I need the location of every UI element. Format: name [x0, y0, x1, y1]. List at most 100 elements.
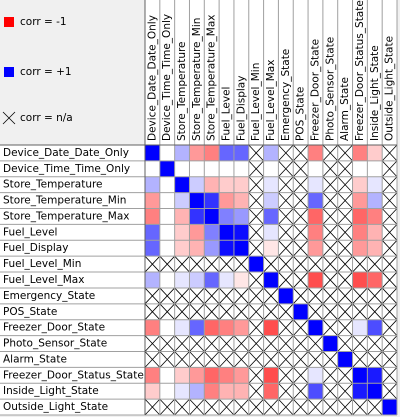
- legend-na-icon: [2, 111, 16, 125]
- column-label: Fuel_Level: [221, 87, 233, 141]
- na-cross: [322, 303, 338, 320]
- cell: [189, 272, 205, 288]
- na-cross: [307, 303, 324, 320]
- na-cross: [367, 255, 383, 273]
- na-cross: [337, 382, 353, 400]
- column-label: Outside_Light_State: [384, 36, 396, 141]
- cell: [145, 240, 160, 257]
- na-cross: [381, 367, 398, 384]
- cell: [233, 176, 249, 193]
- na-cross: [292, 287, 309, 305]
- na-cross: [322, 271, 338, 289]
- row-label: Device_Time_Time_Only: [3, 163, 130, 175]
- na-cross: [381, 224, 398, 241]
- na-cross: [278, 160, 294, 178]
- na-cross: [159, 287, 175, 305]
- na-cross: [337, 335, 353, 352]
- na-cross: [337, 176, 353, 193]
- cell: [174, 192, 190, 209]
- row-label: Photo_Sensor_State: [3, 338, 107, 350]
- na-cross: [144, 335, 161, 352]
- na-cross: [381, 176, 398, 193]
- cell: [189, 160, 205, 177]
- cell: [189, 176, 205, 193]
- cell: [308, 240, 323, 257]
- cell: [367, 319, 383, 336]
- cell: [204, 240, 220, 257]
- na-cross: [248, 240, 264, 257]
- cell: [308, 192, 323, 209]
- na-cross: [322, 287, 338, 305]
- na-cross: [322, 382, 338, 400]
- na-cross: [292, 382, 309, 400]
- cell: [308, 383, 323, 400]
- na-cross: [204, 303, 220, 320]
- cell: [367, 240, 383, 257]
- cell: [352, 383, 368, 400]
- na-cross: [381, 335, 398, 352]
- na-cross: [233, 255, 250, 273]
- row-label: Freezer_Door_Status_State: [3, 369, 144, 381]
- na-cross: [381, 192, 398, 209]
- column-label: Emergency_State: [280, 49, 292, 141]
- na-cross: [159, 303, 175, 320]
- na-cross: [248, 367, 264, 384]
- column-label: Fuel_Display: [235, 76, 247, 141]
- na-cross: [248, 382, 264, 400]
- cell: [337, 351, 353, 368]
- cell: [145, 383, 160, 400]
- na-cross: [292, 319, 309, 336]
- cell: [233, 224, 249, 241]
- na-cross: [278, 271, 294, 289]
- na-cross: [381, 382, 398, 400]
- na-cross: [248, 176, 264, 193]
- cell: [248, 256, 264, 273]
- cell: [308, 160, 323, 177]
- na-cross: [189, 351, 205, 368]
- na-cross: [174, 255, 190, 273]
- cell: [159, 192, 175, 209]
- cell: [159, 272, 175, 288]
- na-cross: [248, 351, 264, 368]
- cell: [174, 208, 190, 225]
- na-cross: [352, 335, 368, 352]
- cell: [263, 272, 279, 288]
- row-label: Inside_Light_State: [3, 385, 99, 397]
- na-cross: [159, 335, 175, 352]
- na-cross: [144, 255, 161, 273]
- na-cross: [307, 398, 324, 416]
- column-label: Fuel_Level_Min: [250, 63, 262, 141]
- na-cross: [263, 255, 279, 273]
- cell: [189, 192, 205, 209]
- cell: [145, 224, 160, 241]
- row-label: Fuel_Level: [3, 226, 57, 238]
- na-cross: [352, 398, 368, 416]
- na-cross: [204, 255, 220, 273]
- na-cross: [381, 208, 398, 225]
- cell: [159, 208, 175, 225]
- row-label: POS_State: [3, 306, 57, 318]
- na-cross: [322, 255, 338, 273]
- na-cross: [233, 351, 250, 368]
- header-area: [145, 0, 397, 145]
- na-cross: [204, 335, 220, 352]
- column-label: Store_Temperature_Max: [206, 15, 218, 141]
- na-cross: [189, 287, 205, 305]
- cell: [174, 176, 190, 193]
- cell: [219, 240, 234, 257]
- na-cross: [307, 287, 324, 305]
- na-cross: [292, 255, 309, 273]
- na-cross: [337, 160, 353, 178]
- cell: [382, 399, 397, 415]
- na-cross: [174, 287, 190, 305]
- na-cross: [337, 255, 353, 273]
- na-cross: [381, 255, 398, 273]
- na-cross: [307, 351, 324, 368]
- legend-label: corr = +1: [20, 66, 72, 78]
- cell: [204, 192, 220, 209]
- row-label-area: [0, 145, 145, 415]
- cell: [174, 224, 190, 241]
- na-cross: [381, 351, 398, 368]
- na-cross: [367, 351, 383, 368]
- na-cross: [218, 335, 235, 352]
